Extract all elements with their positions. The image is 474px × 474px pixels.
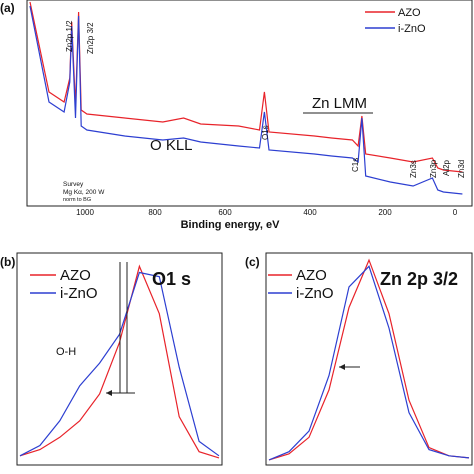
- series-line-azo: [268, 258, 470, 461]
- panel-c-plot: [268, 258, 470, 461]
- legend-label-azo: AZO: [60, 267, 91, 284]
- panel-c: (c) AZO i-ZnO Zn 2p 3/2: [245, 252, 473, 466]
- panel-a: (a) 1000 800 600 400 200 0 Binding energ…: [0, 0, 473, 231]
- panel-a-xticks: 1000 800 600 400 200 0: [76, 208, 458, 217]
- legend-label-azo: AZO: [296, 267, 327, 284]
- annotation-o1s: O1s: [261, 125, 270, 140]
- legend-label-izno: i-ZnO: [398, 23, 426, 35]
- survey-note-line: Survey: [63, 181, 84, 188]
- shift-arrowhead: [339, 364, 345, 370]
- series-line-i-zno: [268, 265, 470, 461]
- survey-note-line: norm to BG: [63, 197, 91, 203]
- panel-a-legend: AZO i-ZnO: [365, 7, 426, 35]
- legend-label-izno: i-ZnO: [296, 285, 334, 302]
- tick-label: 0: [453, 208, 458, 217]
- panel-b-title: O1 s: [152, 269, 191, 289]
- annotation-oh: O-H: [56, 346, 76, 358]
- shift-arrowhead: [106, 390, 112, 396]
- annotation-znlmm: Zn LMM: [312, 95, 367, 112]
- panel-a-plot: [29, 1, 463, 195]
- tick-label: 1000: [76, 208, 94, 217]
- annotation-zn3p: Zn3p: [429, 159, 438, 178]
- annotation-al2p: Al2p: [442, 159, 451, 176]
- legend-label-izno: i-ZnO: [60, 285, 98, 302]
- tick-label: 400: [303, 208, 317, 217]
- panel-b-frame: [16, 252, 223, 466]
- annotation-okll: O KLL: [150, 137, 193, 154]
- panel-c-title: Zn 2p 3/2: [380, 269, 458, 289]
- legend-label-azo: AZO: [398, 7, 421, 19]
- annotation-zn2p32: Zn2p 3/2: [86, 22, 95, 54]
- panel-a-label: (a): [0, 1, 15, 15]
- annotation-zn3s: Zn3s: [409, 160, 418, 178]
- panel-c-label: (c): [245, 255, 260, 269]
- series-line-i-zno: [29, 5, 463, 195]
- tick-label: 200: [378, 208, 392, 217]
- annotation-zn3d: Zn3d: [457, 160, 466, 178]
- survey-note-line: Mg Kα, 200 W: [63, 189, 105, 196]
- tick-label: 800: [148, 208, 162, 217]
- panel-c-frame: [265, 252, 473, 466]
- panel-a-xlabel: Binding energy, eV: [181, 219, 280, 231]
- survey-note: Survey Mg Kα, 200 W norm to BG: [63, 181, 105, 203]
- annotation-zn2p12: Zn2p 1/2: [65, 20, 74, 52]
- panel-b-label: (b): [0, 255, 15, 269]
- panel-a-frame: [26, 0, 473, 207]
- tick-label: 600: [218, 208, 232, 217]
- panel-b: (b) AZO i-ZnO O1 s O-H: [0, 252, 223, 466]
- annotation-c1s: C1s: [351, 158, 360, 172]
